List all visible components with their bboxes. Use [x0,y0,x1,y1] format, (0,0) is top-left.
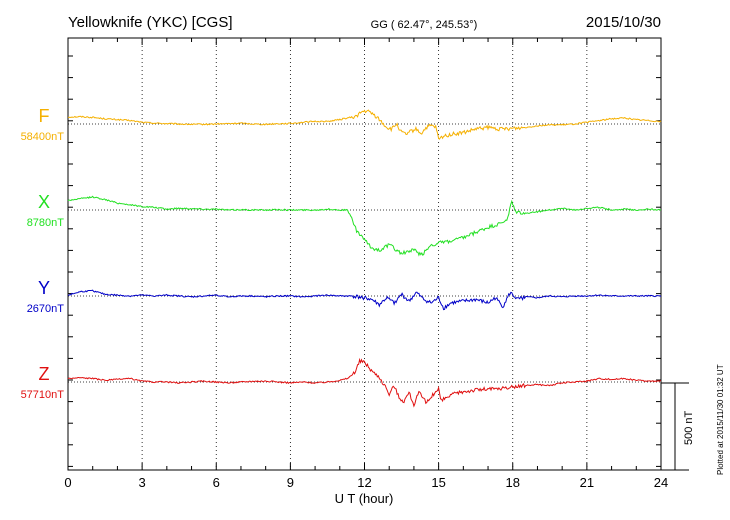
x-tick-label: 24 [654,475,668,490]
series-line-f [67,109,662,140]
x-tick-label: 0 [64,475,71,490]
axis-ticks [67,38,662,470]
component-baseline-f: 58400nT [21,131,65,143]
x-tick-labels: 0 3 6 9 12 15 18 21 24 [64,475,668,490]
series-line-z [67,357,661,408]
x-axis-label: U T (hour) [335,491,394,506]
component-letter-z: Z [39,364,50,384]
x-tick-label: 9 [287,475,294,490]
station-title: Yellowknife (YKC) [CGS] [68,14,233,31]
scale-bar: 500 nT [661,382,695,471]
series-line-y [67,289,662,311]
x-tick-label: 18 [506,475,520,490]
component-baseline-z: 57710nT [21,389,65,401]
component-letter-x: X [38,192,50,212]
series-line-x [67,195,662,257]
plotted-timestamp: Plotted at 2015/11/30 01:32 UT [716,364,725,475]
x-tick-label: 6 [213,475,220,490]
component-labels: F 58400nT X 8780nT Y 2670nT Z 57710nT [21,106,65,401]
x-tick-label: 21 [580,475,594,490]
component-letter-f: F [39,106,50,126]
x-tick-label: 12 [357,475,371,490]
x-tick-label: 3 [139,475,146,490]
component-baseline-y: 2670nT [27,303,65,315]
series-lines [67,109,662,408]
station-coordinates: GG ( 62.47°, 245.53°) [371,19,478,31]
component-letter-y: Y [38,278,50,298]
component-baseline-x: 8780nT [27,217,65,229]
x-tick-label: 15 [431,475,445,490]
chart-date: 2015/10/30 [586,14,661,31]
scale-bar-label: 500 nT [683,410,695,445]
grid-lines [141,38,588,470]
